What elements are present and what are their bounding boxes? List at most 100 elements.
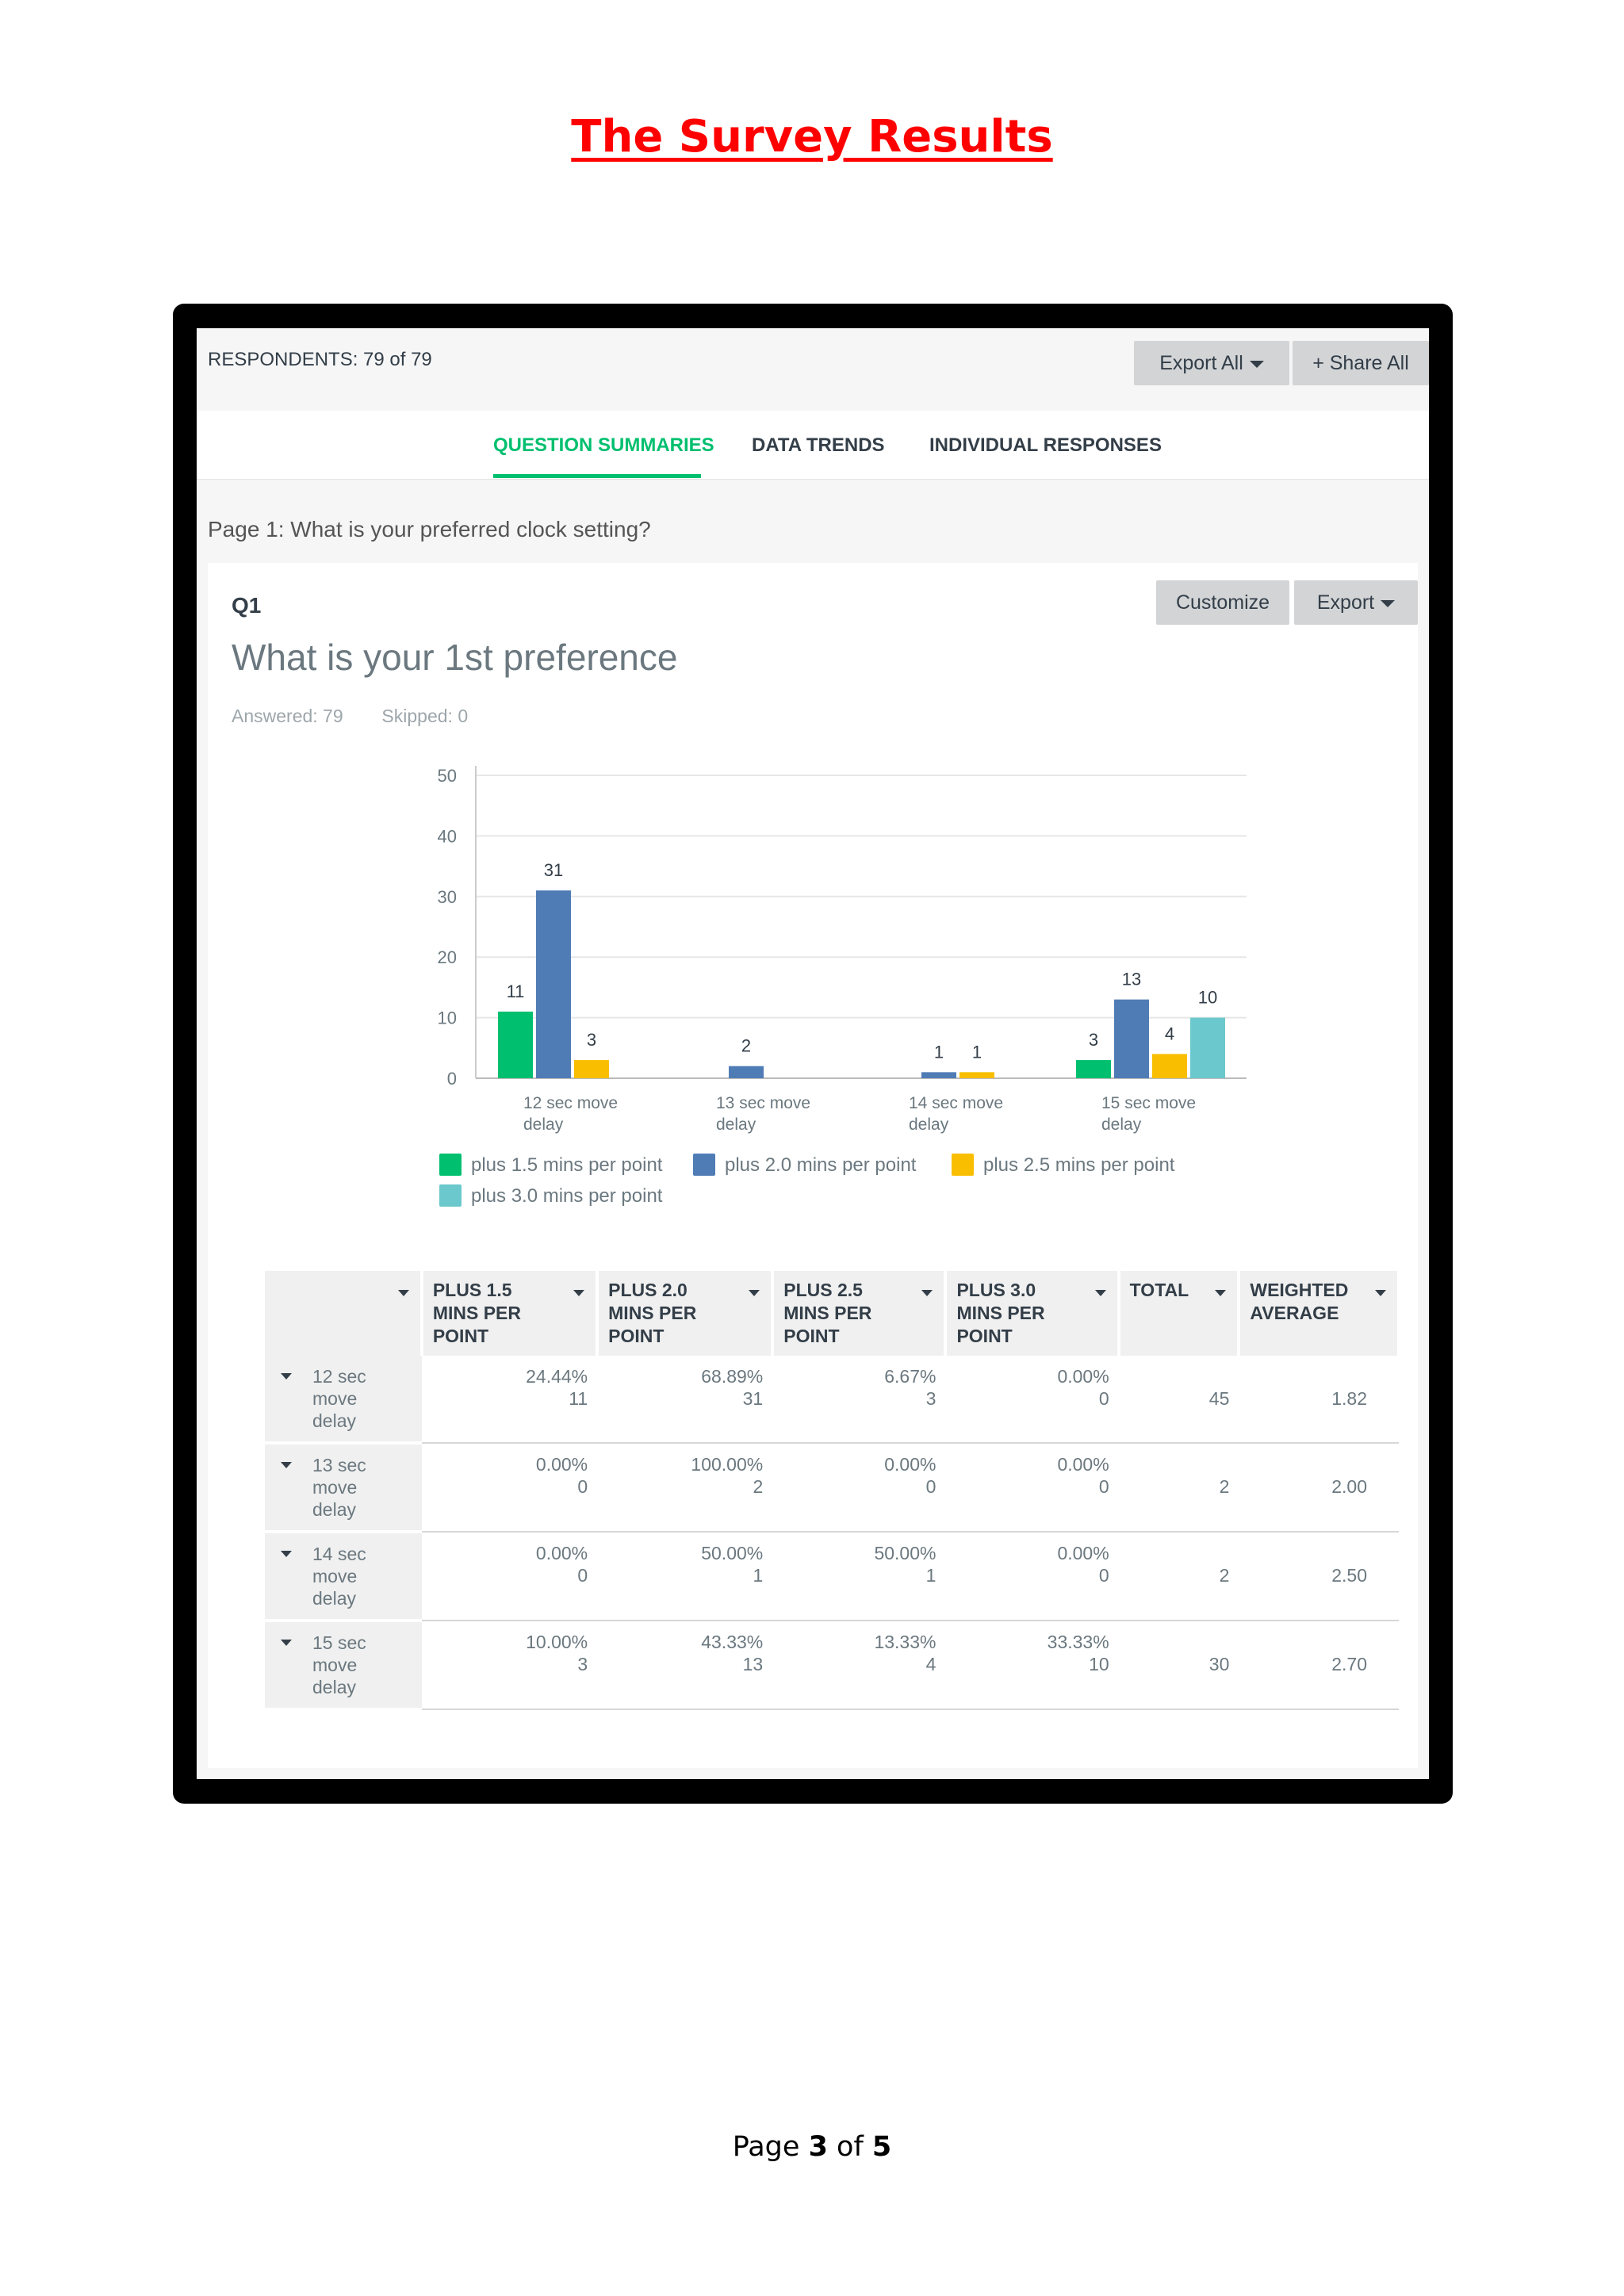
cell-weighted-average: 2.70 (1239, 1621, 1399, 1710)
question-card: Q1 Customize Export What is your 1st pre… (208, 563, 1418, 1768)
table-row: 12 sec move delay 24.44% 11 68.89% 31 6.67% 3 0.0… (265, 1356, 1399, 1445)
tabs-bar: QUESTION SUMMARIES DATA TRENDS INDIVIDUA… (197, 411, 1429, 480)
answered-count: Answered: 79 (232, 706, 343, 726)
bar-value-label: 3 (587, 1030, 596, 1050)
legend-label[interactable]: plus 2.0 mins per point (725, 1154, 917, 1176)
question-title: What is your 1st preference (232, 637, 678, 678)
y-tick-label: 20 (438, 947, 457, 967)
cell-total: 2 (1118, 1532, 1239, 1621)
cell-count: 0 (577, 1476, 588, 1497)
y-tick-label: 50 (438, 766, 457, 786)
row-header[interactable]: 14 sec move delay (265, 1532, 422, 1622)
column-header[interactable]: PLUS 3.0 MINS PER POINT (945, 1271, 1120, 1356)
legend-label[interactable]: plus 1.5 mins per point (471, 1154, 663, 1176)
column-header[interactable]: PLUS 2.0 MINS PER POINT (597, 1271, 775, 1356)
footer-of: of (827, 2131, 872, 2163)
column-header-label: POINT (432, 1326, 489, 1346)
table-cell: 0.00% 0 (945, 1532, 1119, 1621)
table-cell: 43.33% 13 (597, 1621, 773, 1710)
table-cell: 50.00% 1 (597, 1532, 773, 1621)
row-header[interactable]: 12 sec move delay (265, 1356, 422, 1445)
cell-percent: 43.33% (701, 1632, 764, 1652)
customize-button[interactable]: Customize (1156, 580, 1289, 625)
x-tick-label: delay (523, 1115, 564, 1134)
column-header[interactable]: WEIGHTED AVERAGE (1239, 1271, 1400, 1356)
page-question-heading: Page 1: What is your preferred clock set… (208, 517, 651, 541)
cell-percent: 100.00% (691, 1454, 764, 1475)
bar (574, 1060, 609, 1078)
share-all-label: + Share All (1312, 352, 1409, 374)
column-header[interactable]: PLUS 1.5 MINS PER POINT (421, 1271, 599, 1356)
table-cell: 0.00% 0 (421, 1443, 598, 1533)
cell-count: 1 (753, 1565, 764, 1586)
footer-current-page: 3 (808, 2131, 828, 2163)
x-tick-label: delay (716, 1115, 756, 1134)
y-tick-label: 30 (438, 887, 457, 907)
legend-label[interactable]: plus 2.5 mins per point (983, 1154, 1175, 1176)
column-header-label: POINT (956, 1326, 1013, 1346)
column-header[interactable]: PLUS 2.5 MINS PER POINT (772, 1271, 948, 1356)
cell-count: 4 (925, 1654, 936, 1674)
customize-label: Customize (1175, 591, 1270, 614)
column-header-label: PLUS 1.5 (432, 1280, 512, 1300)
row-label-line: delay (312, 1677, 356, 1697)
row-header[interactable]: 15 sec move delay (265, 1621, 422, 1711)
bar (1190, 1017, 1225, 1078)
bar-value-label: 1 (972, 1042, 982, 1062)
tab-question-summaries[interactable]: QUESTION SUMMARIES (493, 434, 714, 456)
chevron-down-icon (1381, 599, 1396, 607)
row-header[interactable]: 13 sec move delay (265, 1443, 422, 1533)
bar (536, 890, 571, 1078)
column-header-label: POINT (783, 1326, 840, 1346)
y-tick-label: 0 (447, 1069, 457, 1089)
cell-count: 3 (577, 1654, 588, 1674)
tab-individual-responses[interactable]: INDIVIDUAL RESPONSES (929, 434, 1162, 456)
column-header-label: AVERAGE (1250, 1303, 1339, 1323)
cell-count: 1 (925, 1565, 936, 1586)
bar (729, 1066, 764, 1078)
sort-caret-icon (921, 1290, 933, 1296)
column-header-label: MINS PER (432, 1303, 522, 1323)
bar-value-label: 10 (1198, 988, 1217, 1008)
expand-caret-icon[interactable] (281, 1462, 292, 1468)
bar-value-label: 11 (507, 982, 525, 1001)
legend-swatch[interactable] (693, 1154, 715, 1176)
row-label: 15 sec move delay (312, 1632, 366, 1698)
expand-caret-icon[interactable] (281, 1373, 292, 1380)
column-header-label: WEIGHTED (1250, 1280, 1349, 1300)
survey-app-window: RESPONDENTS: 79 of 79 Export All + Share… (197, 328, 1429, 1779)
cell-count: 13 (742, 1654, 764, 1674)
bar (959, 1072, 994, 1078)
legend-swatch[interactable] (439, 1154, 462, 1176)
y-tick-label: 10 (438, 1008, 457, 1028)
legend-label[interactable]: plus 3.0 mins per point (471, 1185, 663, 1207)
expand-caret-icon[interactable] (281, 1640, 292, 1646)
expand-caret-icon[interactable] (281, 1551, 292, 1557)
cell-percent: 13.33% (874, 1632, 936, 1652)
export-all-button[interactable]: Export All (1134, 341, 1289, 385)
bar (1114, 999, 1149, 1078)
export-button[interactable]: Export (1294, 580, 1418, 625)
row-label-line: delay (312, 1499, 356, 1520)
cell-count: 0 (577, 1565, 588, 1586)
tab-data-trends[interactable]: DATA TRENDS (752, 434, 885, 456)
row-header-corner[interactable] (265, 1271, 423, 1356)
cell-percent: 50.00% (874, 1543, 936, 1563)
cell-percent: 68.89% (701, 1366, 764, 1387)
legend-swatch[interactable] (439, 1184, 462, 1207)
bar-value-label: 4 (1165, 1024, 1174, 1043)
x-tick-label: 14 sec move (909, 1094, 1003, 1112)
share-all-button[interactable]: + Share All (1293, 341, 1429, 385)
bar-value-label: 13 (1122, 970, 1141, 989)
cell-count: 10 (1089, 1654, 1109, 1674)
column-header-label: POINT (608, 1326, 665, 1346)
cell-percent: 10.00% (526, 1632, 588, 1652)
cell-weighted-average: 1.82 (1239, 1356, 1399, 1444)
column-header[interactable]: TOTAL (1118, 1271, 1241, 1356)
column-header-label: PLUS 2.5 (783, 1280, 863, 1300)
sort-caret-icon (749, 1290, 760, 1296)
export-all-label: Export All (1159, 352, 1243, 374)
table-cell: 24.44% 11 (421, 1356, 598, 1444)
legend-swatch[interactable] (952, 1154, 974, 1176)
table-cell: 10.00% 3 (421, 1621, 598, 1710)
